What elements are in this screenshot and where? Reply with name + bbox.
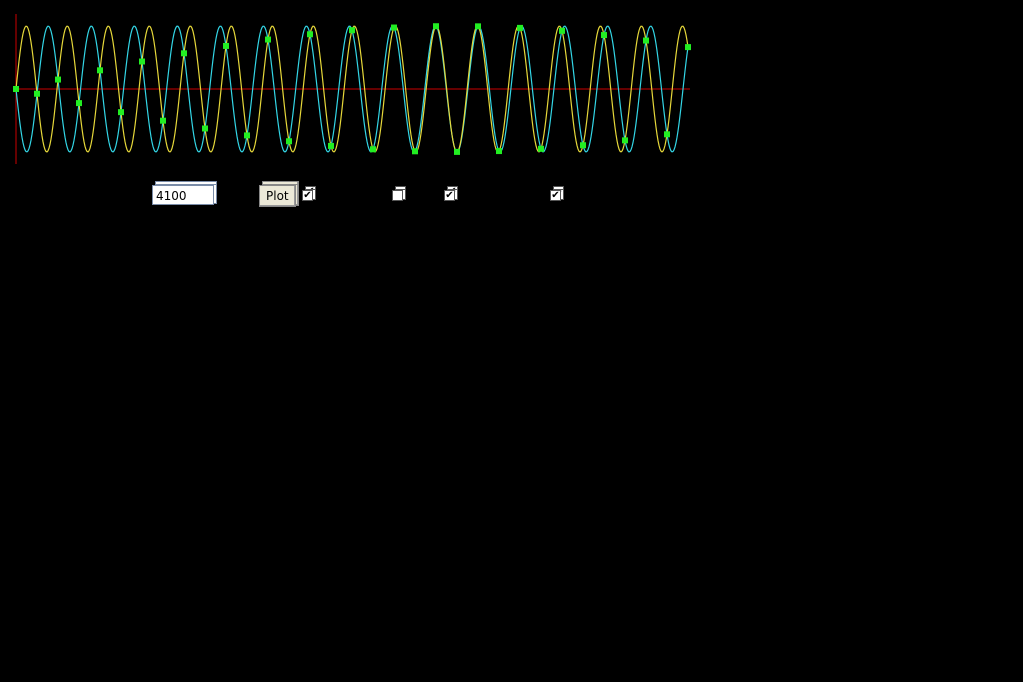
checkbox-label[interactable]: Grid <box>411 188 437 202</box>
applet-panel: Input frequency:4100 Hz Plot ✔ Input signal G… <box>0 4 702 632</box>
checkbox-label[interactable]: Sample points <box>460 189 546 203</box>
plot-area <box>4 4 698 174</box>
sample-point <box>34 90 40 97</box>
sample-point <box>202 125 208 132</box>
sample-point <box>160 117 166 124</box>
sample-point <box>349 27 355 34</box>
checkbox-label[interactable]: Alias frequency <box>569 185 662 199</box>
input-label: Input frequency: <box>55 188 154 202</box>
checkbox-label[interactable]: Input signal <box>321 188 392 202</box>
checkbox-label[interactable]: Alias frequency <box>566 189 659 203</box>
sample-point <box>517 24 523 31</box>
unit-label: Hz <box>226 188 242 202</box>
checkbox-label[interactable]: Sample points <box>463 185 549 199</box>
sample-point <box>97 67 103 74</box>
unit-label: Hz <box>226 185 242 199</box>
checkbox[interactable] <box>392 190 403 201</box>
sample-point <box>181 50 187 57</box>
sample-point <box>496 148 502 155</box>
sample-point <box>685 44 691 51</box>
checkbox-label[interactable]: Grid <box>408 189 434 203</box>
sample-point <box>244 132 250 139</box>
sample-point <box>559 27 565 34</box>
sample-point <box>370 146 376 153</box>
sample-point <box>328 142 334 149</box>
checkbox[interactable]: ✔ <box>444 190 455 201</box>
unit-label: Hz <box>223 189 239 203</box>
sample-point <box>76 100 82 107</box>
sample-point <box>475 23 481 30</box>
checkbox-label[interactable]: Input signal <box>321 185 392 199</box>
sample-point <box>433 23 439 30</box>
sample-point <box>118 109 124 116</box>
sample-point <box>223 42 229 49</box>
sample-point <box>139 58 145 65</box>
sample-point <box>538 145 544 152</box>
applet-panel: Input frequency:4100 Hz Plot Input signal Gr… <box>0 4 707 421</box>
sample-point <box>13 86 19 92</box>
controls-row: Input frequency:4100 Hz Plot ✔ Input signal G… <box>0 184 702 208</box>
sample-point <box>265 36 271 43</box>
sample-point <box>307 31 313 38</box>
sample-point <box>286 138 292 145</box>
sample-point <box>454 148 460 155</box>
checkbox[interactable]: ✔ <box>550 190 561 201</box>
checkbox-label[interactable]: Grid <box>411 185 437 199</box>
checkbox-label[interactable]: Alias frequency <box>569 188 662 202</box>
sample-point <box>412 148 418 155</box>
checkbox-label[interactable]: Input signal <box>318 189 389 203</box>
sample-point <box>622 137 628 144</box>
sample-point <box>580 142 586 149</box>
sample-point <box>391 24 397 31</box>
checkbox[interactable]: ✔ <box>302 190 313 201</box>
sample-point <box>55 76 61 83</box>
sample-point <box>643 37 649 44</box>
sample-point <box>601 32 607 39</box>
frequency-input[interactable]: 4100 <box>152 185 214 205</box>
input-label: Input frequency: <box>55 185 154 199</box>
plot-button[interactable]: Plot <box>259 185 296 207</box>
sample-point <box>664 131 670 138</box>
checkbox-label[interactable]: Sample points <box>463 188 549 202</box>
input-label: Input frequency: <box>52 189 151 203</box>
